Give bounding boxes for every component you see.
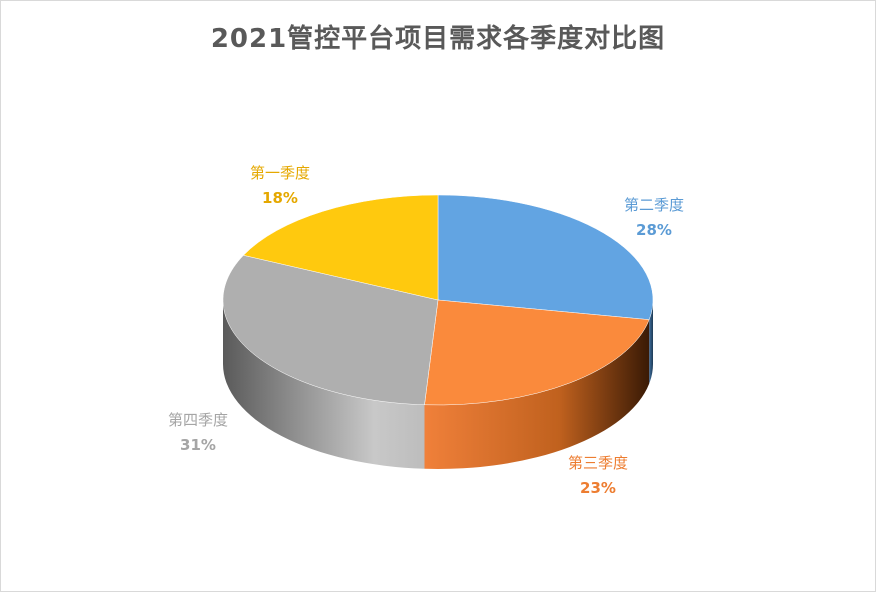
- label-q4-category: 第四季度: [168, 411, 228, 429]
- pie-slice-q1[interactable]: [242, 194, 439, 301]
- pie-slice-q2[interactable]: [437, 194, 654, 320]
- label-q1-percent: 18%: [262, 189, 298, 207]
- pie-slice-q3[interactable]: [424, 299, 650, 406]
- pie-slice-q2-side: [649, 300, 653, 384]
- label-q2-category: 第二季度: [624, 196, 684, 214]
- label-q3-category: 第三季度: [568, 454, 628, 472]
- pie-slice-q4[interactable]: [222, 255, 439, 406]
- label-q3-percent: 23%: [580, 479, 616, 497]
- label-q1-category: 第一季度: [250, 164, 310, 182]
- label-q2-percent: 28%: [636, 221, 672, 239]
- pie-slice-q4-side: [223, 300, 425, 469]
- chart-title: 2021管控平台项目需求各季度对比图: [210, 24, 666, 54]
- pie-slice-q3-side: [424, 319, 650, 470]
- label-q4-percent: 31%: [180, 436, 216, 454]
